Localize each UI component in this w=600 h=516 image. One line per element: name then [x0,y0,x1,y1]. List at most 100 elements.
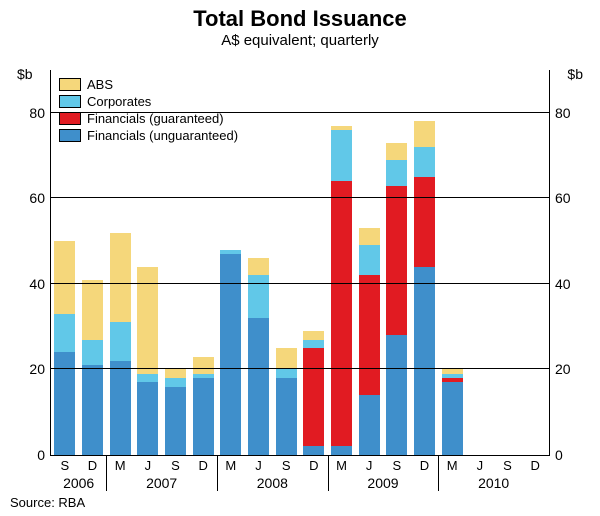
bar-segment-financials_guaranteed [303,348,324,446]
bar-segment-financials_guaranteed [386,186,407,336]
x-year-label: 2009 [367,475,398,491]
bar-segment-corporates [137,374,158,383]
bar-segment-abs [193,357,214,374]
x-year-divider [217,455,218,491]
x-tick-label: S [392,458,401,473]
bar-group [414,70,435,455]
y-tick-label-left: 80 [5,105,45,121]
y-tick-label-right: 40 [555,276,595,292]
x-tick-label: D [420,458,429,473]
x-tick-label: M [336,458,347,473]
x-tick-label: D [309,458,318,473]
bar-segment-abs [54,241,75,314]
x-tick-label: J [255,458,262,473]
bar-group [54,70,75,455]
bar-segment-corporates [276,369,297,378]
bar-segment-corporates [165,378,186,387]
bar-segment-corporates [442,374,463,378]
bar-group [193,70,214,455]
bar-segment-corporates [414,147,435,177]
bar-segment-financials_unguaranteed [165,387,186,455]
bar-segment-financials_unguaranteed [386,335,407,455]
bar-segment-corporates [220,250,241,254]
bar-segment-financials_unguaranteed [137,382,158,455]
x-year-label: 2008 [257,475,288,491]
bar-segment-abs [82,280,103,340]
bar-segment-abs [359,228,380,245]
bar-segment-financials_unguaranteed [442,382,463,455]
bar-segment-corporates [110,322,131,361]
x-tick-label: J [477,458,484,473]
gridline [51,112,549,113]
bar-segment-abs [303,331,324,340]
y-tick-label-right: 80 [555,105,595,121]
y-tick-label-right: 60 [555,190,595,206]
bar-segment-abs [110,233,131,323]
chart-subtitle: A$ equivalent; quarterly [0,32,600,49]
chart-container: Total Bond Issuance A$ equivalent; quart… [0,0,600,516]
bar-group [110,70,131,455]
x-tick-label: S [282,458,291,473]
bar-segment-abs [248,258,269,275]
y-tick-label-left: 60 [5,190,45,206]
x-year-divider [106,455,107,491]
x-year-label: 2010 [478,475,509,491]
x-year-divider [438,455,439,491]
bar-segment-corporates [359,245,380,275]
bar-segment-corporates [54,314,75,353]
x-tick-label: D [88,458,97,473]
x-tick-label: S [60,458,69,473]
bar-segment-financials_unguaranteed [82,365,103,455]
bar-group [442,70,463,455]
bar-segment-abs [442,369,463,373]
bar-segment-financials_unguaranteed [414,267,435,455]
y-tick-label-left: 0 [5,447,45,463]
bar-segment-financials_unguaranteed [110,361,131,455]
bar-segment-financials_unguaranteed [303,446,324,455]
bar-segment-financials_guaranteed [359,275,380,395]
x-tick-label: M [225,458,236,473]
x-tick-label: J [366,458,373,473]
bar-group [276,70,297,455]
y-unit-right: $b [567,66,583,82]
bar-segment-corporates [386,160,407,186]
bar-group [331,70,352,455]
x-year-divider [328,455,329,491]
bar-segment-corporates [193,374,214,378]
bar-group [359,70,380,455]
bar-segment-corporates [82,340,103,366]
x-year-label: 2006 [63,475,94,491]
y-tick-label-left: 20 [5,361,45,377]
source-text: Source: RBA [10,495,85,510]
bar-group [248,70,269,455]
y-tick-label-right: 0 [555,447,595,463]
x-tick-label: D [198,458,207,473]
plot-area: $b $b ABSCorporatesFinancials (guarantee… [50,70,550,456]
bar-group [165,70,186,455]
x-tick-label: S [503,458,512,473]
x-tick-label: S [171,458,180,473]
bars-layer [51,70,549,455]
bar-segment-corporates [248,275,269,318]
bar-group [303,70,324,455]
bar-segment-financials_guaranteed [331,181,352,446]
bar-group [82,70,103,455]
bar-segment-corporates [331,130,352,181]
bar-segment-financials_unguaranteed [359,395,380,455]
x-tick-label: D [530,458,539,473]
bar-segment-abs [386,143,407,160]
bar-segment-financials_unguaranteed [331,446,352,455]
bar-group [137,70,158,455]
bar-segment-corporates [303,340,324,349]
bar-segment-abs [414,121,435,147]
x-tick-label: J [145,458,152,473]
gridline [51,197,549,198]
bar-segment-financials_unguaranteed [193,378,214,455]
bar-segment-financials_unguaranteed [276,378,297,455]
chart-title: Total Bond Issuance [0,0,600,32]
bar-segment-financials_unguaranteed [220,254,241,455]
bar-group [386,70,407,455]
x-tick-label: M [447,458,458,473]
x-year-label: 2007 [146,475,177,491]
y-unit-left: $b [17,66,33,82]
